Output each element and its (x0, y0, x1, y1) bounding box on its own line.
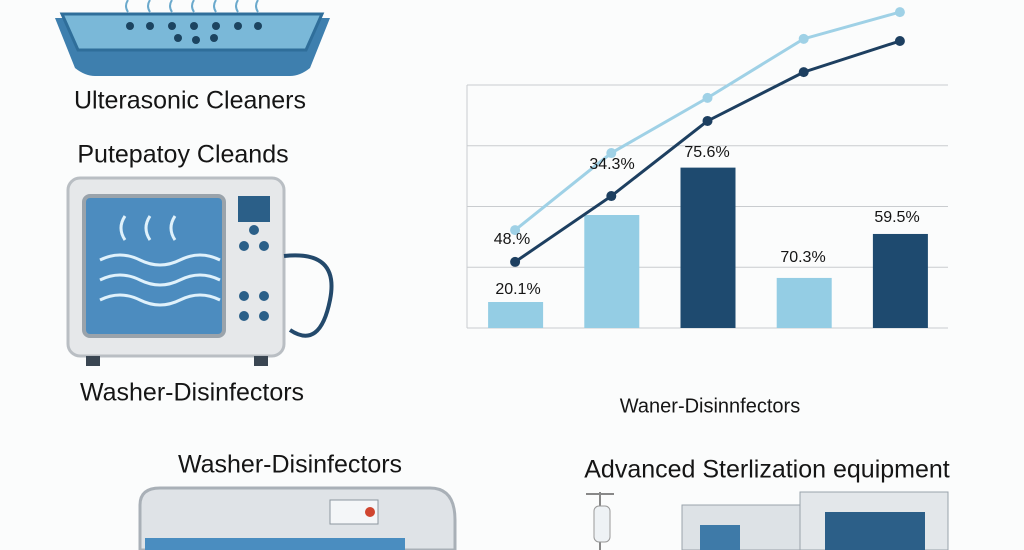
data-label: 20.1% (495, 281, 540, 298)
data-label: 48.% (494, 231, 530, 248)
line-point (798, 33, 809, 44)
washer-illustration (66, 176, 334, 366)
data-label: 34.3% (589, 156, 634, 173)
data-label: 70.3% (780, 249, 825, 266)
ultrasonic-tray (55, 0, 330, 76)
line-point (606, 148, 617, 159)
section-label: Ulterasonic Cleaners (74, 87, 306, 115)
sterilizer (586, 491, 949, 550)
line-point (702, 92, 713, 103)
data-label: 75.6% (684, 144, 729, 161)
bar (584, 215, 640, 328)
bar (680, 167, 736, 328)
line-point (606, 191, 617, 202)
section-label: Washer-Disinfectors (80, 379, 304, 407)
bar (872, 233, 928, 328)
line-point (798, 67, 809, 78)
bar (488, 301, 544, 328)
x-axis-title: Waner-Disinnfectors (620, 395, 800, 417)
line-point (510, 225, 521, 236)
line-point (894, 36, 905, 47)
bar (776, 277, 832, 328)
section-label: Washer-Disinfectors (178, 451, 402, 479)
data-label: 59.5% (874, 209, 919, 226)
line-point (510, 256, 521, 267)
line-point (702, 115, 713, 126)
section-label: Advanced Sterlization equipment (584, 456, 950, 484)
washer-machine (138, 486, 457, 550)
line-point (894, 7, 905, 18)
section-label: Putepatoy Cleands (77, 141, 288, 169)
